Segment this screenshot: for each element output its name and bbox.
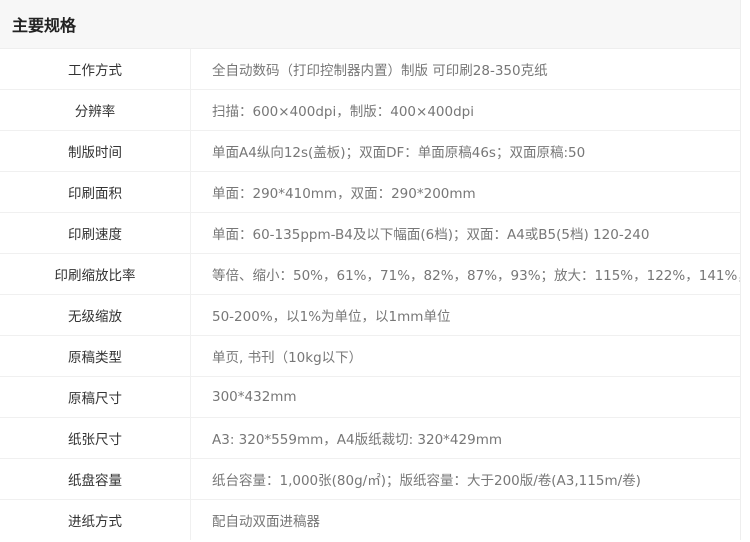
spec-row: 原稿类型 单页, 书刊（10kg以下） (0, 335, 740, 377)
spec-row: 分辨率 扫描：600×400dpi，制版：400×400dpi (0, 89, 740, 131)
spec-row: 印刷面积 单面：290*410mm，双面：290*200mm (0, 171, 740, 213)
spec-value: 等倍、缩小：50%，61%，71%，82%，87%，93%；放大：115%，12… (190, 253, 740, 295)
spec-table: 工作方式 全自动数码（打印控制器内置）制版 可印刷28-350克纸 分辨率 扫描：60… (0, 49, 740, 540)
spec-label: 印刷速度 (0, 212, 191, 254)
spec-label: 印刷面积 (0, 171, 191, 213)
spec-label: 原稿尺寸 (0, 376, 191, 418)
section-header: 主要规格 (0, 0, 740, 49)
spec-row: 工作方式 全自动数码（打印控制器内置）制版 可印刷28-350克纸 (0, 49, 740, 90)
spec-value: 单面A4纵向12s(盖板)；双面DF：单面原稿46s；双面原稿:50 (190, 130, 740, 172)
spec-row: 进纸方式 配自动双面进稿器 (0, 499, 740, 540)
spec-label: 纸张尺寸 (0, 417, 191, 459)
spec-value: 全自动数码（打印控制器内置）制版 可印刷28-350克纸 (190, 49, 740, 90)
spec-row: 无级缩放 50-200%，以1%为单位，以1mm单位 (0, 294, 740, 336)
spec-label: 印刷缩放比率 (0, 253, 191, 295)
spec-value: 300*432mm (190, 376, 740, 418)
spec-row: 纸张尺寸 A3: 320*559mm，A4版纸裁切: 320*429mm (0, 417, 740, 459)
spec-row: 印刷缩放比率 等倍、缩小：50%，61%，71%，82%，87%，93%；放大：1… (0, 253, 740, 295)
spec-label: 工作方式 (0, 49, 191, 90)
spec-label: 无级缩放 (0, 294, 191, 336)
spec-row: 制版时间 单面A4纵向12s(盖板)；双面DF：单面原稿46s；双面原稿:50 (0, 130, 740, 172)
spec-value: A3: 320*559mm，A4版纸裁切: 320*429mm (190, 417, 740, 459)
spec-label: 分辨率 (0, 89, 191, 131)
spec-value: 纸台容量：1,000张(80g/㎡)；版纸容量：大于200版/卷(A3,115m… (190, 458, 740, 500)
section-title: 主要规格 (12, 16, 77, 35)
spec-value: 单面：290*410mm，双面：290*200mm (190, 171, 740, 213)
spec-label: 原稿类型 (0, 335, 191, 377)
spec-value: 单页, 书刊（10kg以下） (190, 335, 740, 377)
spec-label: 进纸方式 (0, 499, 191, 540)
spec-value: 扫描：600×400dpi，制版：400×400dpi (190, 89, 740, 131)
spec-value: 50-200%，以1%为单位，以1mm单位 (190, 294, 740, 336)
spec-value: 单面：60-135ppm-B4及以下幅面(6档)；双面：A4或B5(5档) 12… (190, 212, 740, 254)
spec-row: 纸盘容量 纸台容量：1,000张(80g/㎡)；版纸容量：大于200版/卷(A3,… (0, 458, 740, 500)
spec-value: 配自动双面进稿器 (212, 514, 320, 530)
spec-label: 纸盘容量 (0, 458, 191, 500)
spec-row: 原稿尺寸 300*432mm (0, 376, 740, 418)
spec-label: 制版时间 (0, 130, 191, 172)
spec-row: 印刷速度 单面：60-135ppm-B4及以下幅面(6档)；双面：A4或B5(5档… (0, 212, 740, 254)
